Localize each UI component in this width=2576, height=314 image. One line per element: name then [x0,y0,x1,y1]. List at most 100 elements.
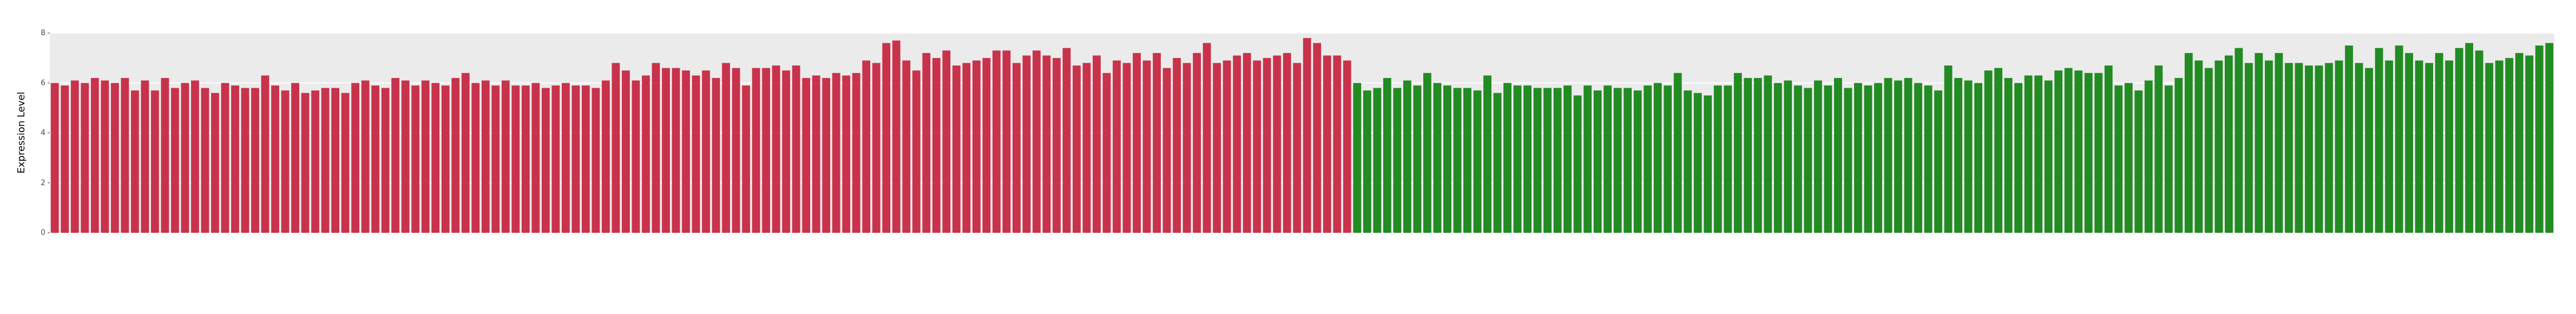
bar [1273,55,1282,233]
bar [2495,60,2503,233]
bar [1964,80,1973,233]
bar [782,70,791,233]
bar [2395,45,2403,233]
bar [892,40,901,233]
bar [732,68,740,233]
bar [1473,90,1482,233]
bar [1894,80,1902,233]
bar [2505,58,2514,233]
bar [1733,73,1742,233]
bar [211,93,219,233]
bar [1383,78,1391,233]
bar [61,85,69,233]
bar [1022,55,1031,233]
bar [1864,85,1872,233]
bar [2084,73,2093,233]
bar [361,80,370,233]
bar [2405,53,2413,233]
bar [2054,70,2063,233]
bar [581,85,590,233]
bar [2435,53,2443,233]
bar [932,58,941,233]
bar [331,88,339,233]
bar [531,83,540,233]
bar [2315,65,2323,233]
bar [541,88,550,233]
y-tick-label: 2 [41,179,45,187]
bar [1553,88,1562,233]
bar [271,85,279,233]
bar [592,88,600,233]
bar [130,90,139,233]
bar [1824,85,1832,233]
bar [1613,88,1622,233]
bar [2455,48,2463,233]
bar [1513,85,1522,233]
bar [551,85,560,233]
bar [1393,88,1402,233]
bar [1884,78,1892,233]
bar [1834,78,1842,233]
bar [161,78,169,233]
bar [1693,93,1702,233]
bar [241,88,249,233]
bar [1994,68,2002,233]
y-tick-label: 0 [41,228,45,237]
bar [1583,85,1592,233]
bar [1162,68,1171,233]
bar [70,80,79,233]
y-tick-label: 4 [41,129,45,138]
bar [521,85,530,233]
bar [2064,68,2073,233]
bar [421,80,430,233]
bar [2204,68,2213,233]
bar [1333,55,1342,233]
bar [1453,88,1462,233]
bar [642,75,650,233]
bar [181,83,189,233]
bar [1573,95,1582,233]
bar [2295,63,2303,233]
bar [1423,73,1431,233]
bar [1042,55,1051,233]
bar [1673,73,1682,233]
bar [1813,80,1822,233]
bar [101,80,109,233]
bar [231,85,239,233]
bar [1153,53,1161,233]
bar [81,83,89,233]
bar [772,65,780,233]
bar [491,85,500,233]
bar [1373,88,1382,233]
bar [321,88,330,233]
bar [170,88,179,233]
bar [90,78,99,233]
y-axis-title: Expression Level [16,92,27,174]
bar [1804,88,1812,233]
bar [862,60,871,233]
bar [612,63,620,233]
bar [2425,63,2434,233]
bar [1624,88,1632,233]
bar [2265,60,2273,233]
bar [2465,43,2474,233]
bar [762,68,771,233]
bar [2335,60,2343,233]
bar [2134,90,2143,233]
bar [501,80,510,233]
bar [411,85,420,233]
bar [391,78,400,233]
bar [1773,83,1782,233]
bar [1543,88,1552,233]
bar [2144,80,2153,233]
bar [251,88,259,233]
bar [622,70,630,233]
bar [2244,63,2253,233]
bar [1523,85,1532,233]
bar [692,75,700,233]
bar [792,65,800,233]
bar [2194,60,2203,233]
bar [2275,53,2283,233]
bar [481,80,490,233]
